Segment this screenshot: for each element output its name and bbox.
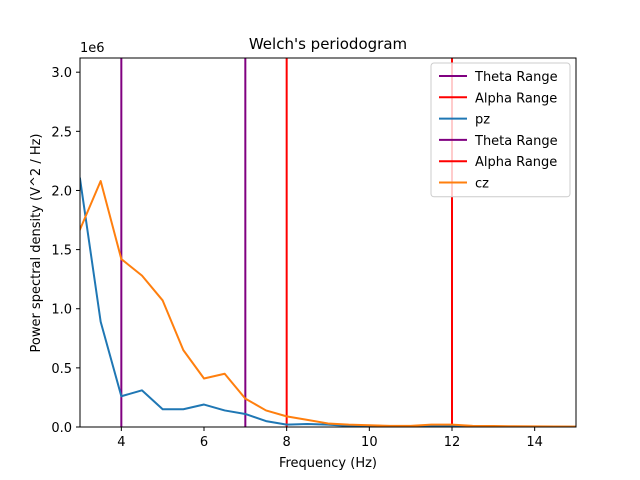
legend-label: pz xyxy=(475,113,490,128)
legend-label: Theta Range xyxy=(474,134,558,149)
y-axis-label: Power spectral density (V^2 / Hz) xyxy=(29,133,44,352)
axes-frame xyxy=(79,57,577,428)
legend-label: Alpha Range xyxy=(475,91,557,106)
x-tick-label: 4 xyxy=(117,435,125,450)
legend-label: cz xyxy=(475,177,489,192)
axes: 4 6 8 10 12 14 0.0 0.5 1.0 1.5 2.0 2.5 3.0 xyxy=(51,57,577,450)
y-offset-label: 1e6 xyxy=(80,41,105,56)
y-tick-label: 0.5 xyxy=(51,362,72,377)
y-tick-label: 1.5 xyxy=(51,244,72,259)
chart-title: Welch's periodogram xyxy=(249,35,407,53)
x-axis-label: Frequency (Hz) xyxy=(279,456,377,471)
x-tick-label: 8 xyxy=(283,435,291,450)
y-tick-label: 2.0 xyxy=(51,184,72,199)
series-line-cz xyxy=(80,180,576,427)
x-tick-label: 10 xyxy=(361,435,378,450)
x-tick-label: 6 xyxy=(200,435,208,450)
legend: Theta Range Alpha Range pz Theta Range Alpha… xyxy=(430,62,571,198)
y-tick-label: 1.0 xyxy=(51,303,72,318)
x-tick-label: 12 xyxy=(444,435,461,450)
y-tick-label: 2.5 xyxy=(51,125,72,140)
y-tick-label: 0.0 xyxy=(51,421,72,436)
y-tick-label: 3.0 xyxy=(51,66,72,81)
x-tick-label: 14 xyxy=(526,435,543,450)
legend-label: Alpha Range xyxy=(475,155,557,170)
legend-label: Theta Range xyxy=(474,70,558,85)
